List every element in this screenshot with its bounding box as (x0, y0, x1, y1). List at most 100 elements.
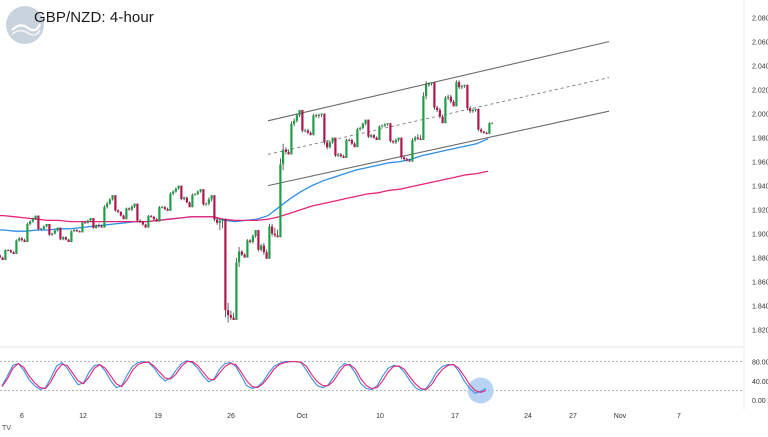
candle-body (53, 230, 56, 234)
candle-body (73, 230, 76, 232)
channel-upper-line (267, 41, 610, 122)
candle-body (31, 218, 34, 222)
candle-body (427, 83, 430, 85)
candle-body (488, 123, 491, 134)
candle-body (40, 228, 43, 230)
price-tick-label: 1.96000 (752, 160, 768, 167)
candle-body (150, 215, 153, 217)
candle-body (100, 226, 103, 228)
candle-body (207, 199, 210, 204)
candle-body (141, 221, 144, 225)
candle-body (7, 250, 10, 251)
candle-body (276, 235, 279, 238)
candle-body (251, 236, 254, 242)
candle-body (232, 317, 235, 320)
time-axis: 6 12 19 26 Oct 10 17 24 27 Nov 7 (20, 413, 681, 420)
candle-body (147, 215, 150, 228)
candle-body (20, 238, 23, 241)
candle-body (12, 252, 15, 254)
candle-body (315, 115, 318, 117)
candle-body (89, 218, 92, 221)
price-tick-label: 1.82000 (752, 328, 768, 335)
candle-body (309, 132, 312, 136)
candle-body (287, 152, 290, 155)
price-axis: 1.82000 1.84000 1.86000 1.88000 1.90000 1.920… (752, 16, 768, 335)
candle-body (370, 135, 373, 137)
candle-body (108, 199, 111, 204)
candle-body (482, 131, 485, 133)
candle-body (455, 82, 458, 107)
candle-body (37, 215, 40, 230)
candle-body (474, 108, 477, 110)
moving-average-layer (0, 138, 489, 232)
candle-body (111, 195, 114, 200)
oscillator-tick-label: 0.00 (752, 398, 766, 405)
candle-body (125, 208, 128, 220)
candle-body (447, 96, 450, 98)
price-panel (0, 0, 745, 410)
candle-body (364, 119, 367, 124)
time-tick-label: 6 (20, 413, 24, 420)
price-tick-label: 1.98000 (752, 136, 768, 143)
tradingview-mark: TV (2, 424, 12, 432)
candle-body (161, 207, 164, 208)
candle-layer (0, 80, 494, 323)
candle-body (350, 140, 353, 144)
candle-body (334, 137, 337, 156)
candle-body (383, 124, 386, 126)
oscillator-highlight-circle (467, 377, 494, 404)
candle-body (438, 110, 441, 117)
candle-body (172, 191, 175, 194)
candle-body (405, 159, 408, 161)
candle-body (392, 141, 395, 143)
candle-body (227, 310, 230, 316)
time-tick-label: 10 (376, 413, 384, 420)
candle-body (375, 137, 378, 140)
candle-body (166, 209, 169, 211)
candle-body (301, 110, 304, 131)
price-tick-label: 2.00000 (752, 112, 768, 119)
candle-body (279, 164, 282, 238)
candle-body (238, 251, 241, 263)
candle-body (257, 230, 260, 250)
price-tick-label: 1.94000 (752, 184, 768, 191)
candle-body (416, 137, 419, 139)
candle-body (0, 255, 1, 258)
price-tick-label: 1.88000 (752, 256, 768, 263)
candle-body (163, 207, 166, 209)
candle-body (177, 185, 180, 189)
candle-body (183, 197, 186, 200)
candle-body (64, 237, 67, 240)
candle-body (155, 219, 158, 222)
candle-body (78, 231, 81, 233)
candle-body (249, 240, 252, 242)
candle-body (320, 113, 323, 115)
candle-body (1, 257, 4, 260)
price-tick-label: 2.04000 (752, 64, 768, 71)
candle-body (133, 203, 136, 207)
candle-body (26, 224, 29, 242)
candle-body (158, 207, 161, 222)
candle-body (216, 219, 219, 223)
candle-body (422, 95, 425, 140)
candle-body (240, 251, 243, 255)
candle-body (81, 222, 84, 233)
candle-body (169, 193, 172, 211)
candle-body (469, 108, 472, 112)
channel-mid-line (267, 77, 610, 155)
candle-body (42, 226, 45, 229)
time-tick-label: 26 (227, 413, 235, 420)
time-tick-label: Oct (297, 413, 308, 420)
candle-body (254, 230, 257, 236)
candle-body (463, 84, 466, 86)
candle-body (114, 195, 117, 211)
price-tick-label: 2.06000 (752, 40, 768, 47)
candle-body (460, 86, 463, 88)
candle-body (67, 239, 70, 242)
candle-body (213, 195, 216, 220)
candle-body (229, 315, 232, 318)
candle-body (436, 107, 439, 110)
candle-body (92, 218, 95, 228)
candle-body (188, 202, 191, 208)
